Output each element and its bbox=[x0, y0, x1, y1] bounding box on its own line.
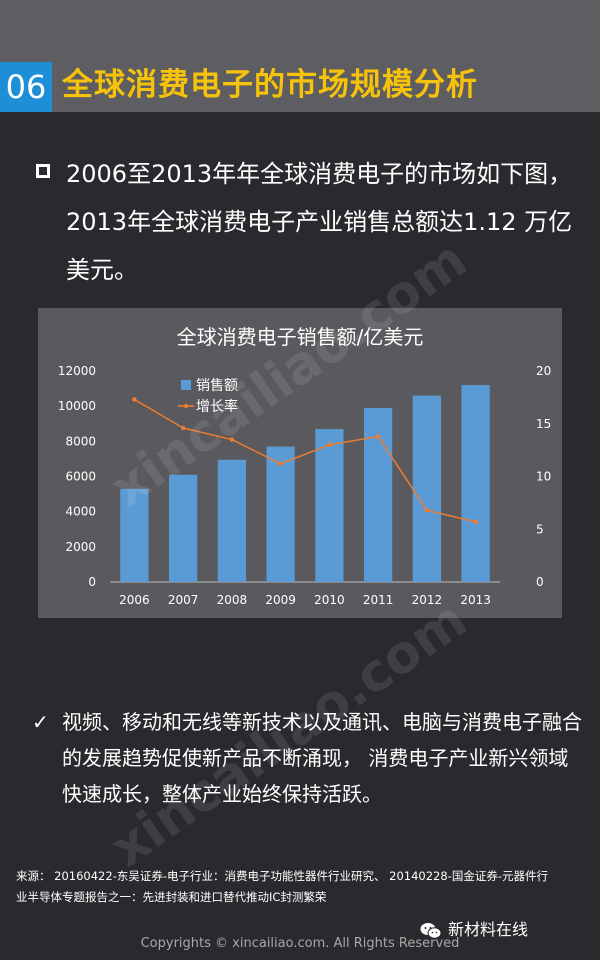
sales-chart: 全球消费电子销售额/亿美元 0 2000 4000 6000 8000 10000 12000… bbox=[38, 308, 562, 618]
bar bbox=[120, 488, 149, 582]
chart-svg: 全球消费电子销售额/亿美元 0 2000 4000 6000 8000 10000 12000… bbox=[58, 325, 551, 607]
x-tick-label: 2012 bbox=[412, 593, 443, 607]
page-title: 全球消费电子的市场规模分析 bbox=[62, 67, 478, 103]
growth-point bbox=[424, 508, 430, 513]
x-tick-label: 2008 bbox=[217, 593, 248, 607]
chart-title: 全球消费电子销售额/亿美元 bbox=[177, 325, 424, 349]
growth-point bbox=[229, 437, 235, 442]
square-bullet-icon bbox=[36, 164, 50, 178]
y-tick-label: 10000 bbox=[58, 399, 96, 413]
x-tick-label: 2010 bbox=[314, 593, 345, 607]
bar bbox=[315, 429, 344, 582]
y2-tick-label: 5 bbox=[536, 522, 544, 536]
y2-tick-label: 20 bbox=[536, 364, 551, 378]
x-tick-label: 2009 bbox=[265, 593, 296, 607]
copyright-footer: Copyrights © xincailiao.com. All Rights … bbox=[140, 936, 460, 951]
growth-point bbox=[278, 461, 283, 467]
intro-text: 2006至2013年年全球消费电子的市场如下图，2013年全球消费电子产业销售总… bbox=[66, 160, 573, 284]
bar bbox=[168, 474, 198, 582]
y-tick-label: 8000 bbox=[65, 434, 96, 448]
legend-label-bar: 销售额 bbox=[196, 378, 238, 394]
x-tick-label: 2007 bbox=[168, 593, 199, 607]
y-tick-label: 4000 bbox=[65, 505, 96, 519]
x-tick-label: 2006 bbox=[119, 593, 150, 607]
y-tick-label: 6000 bbox=[65, 470, 96, 484]
growth-point bbox=[327, 442, 332, 448]
growth-point bbox=[132, 397, 137, 402]
y-tick-label: 0 bbox=[88, 575, 96, 589]
description-text: 视频、移动和无线等新技术以及通讯、电脑与消费电子融合的发展趋势促使新产品不断涌现… bbox=[62, 710, 582, 806]
y2-tick-label: 15 bbox=[536, 417, 551, 431]
growth-point bbox=[375, 434, 381, 439]
section-number: 06 bbox=[0, 62, 52, 112]
growth-point bbox=[180, 425, 186, 431]
check-mark-icon: ✓ bbox=[32, 710, 49, 734]
y-tick-label: 2000 bbox=[65, 540, 96, 554]
wechat-label: 新材料在线 bbox=[448, 920, 529, 939]
bar bbox=[217, 459, 247, 582]
growth-point bbox=[473, 519, 478, 525]
y-tick-label: 12000 bbox=[58, 364, 96, 378]
wechat-badge: 新材料在线 bbox=[420, 918, 528, 942]
source-note: 来源： 20160422-东吴证券-电子行业：消费电子功能性器件行业研究、 20… bbox=[16, 869, 548, 904]
intro-paragraph: 2006至2013年年全球消费电子的市场如下图，2013年全球消费电子产业销售总… bbox=[26, 150, 582, 294]
bar bbox=[461, 385, 490, 582]
y2-tick-label: 10 bbox=[536, 470, 551, 484]
legend-label-line: 增长率 bbox=[196, 398, 238, 415]
y2-tick-label: 0 bbox=[536, 575, 544, 589]
legend-swatch-bar bbox=[181, 380, 191, 390]
growth-line bbox=[133, 398, 476, 523]
bar bbox=[363, 407, 393, 582]
header-bar bbox=[0, 0, 600, 112]
legend-marker-line bbox=[183, 403, 189, 409]
x-tick-label: 2013 bbox=[460, 593, 491, 607]
bar bbox=[266, 446, 295, 582]
wechat-icon bbox=[420, 922, 442, 939]
x-tick-label: 2011 bbox=[363, 593, 394, 607]
description-paragraph: ✓ 视频、移动和无线等新技术以及通讯、电脑与消费电子融合的发展趋势促使新产品不断… bbox=[26, 704, 582, 812]
bar bbox=[412, 395, 442, 582]
